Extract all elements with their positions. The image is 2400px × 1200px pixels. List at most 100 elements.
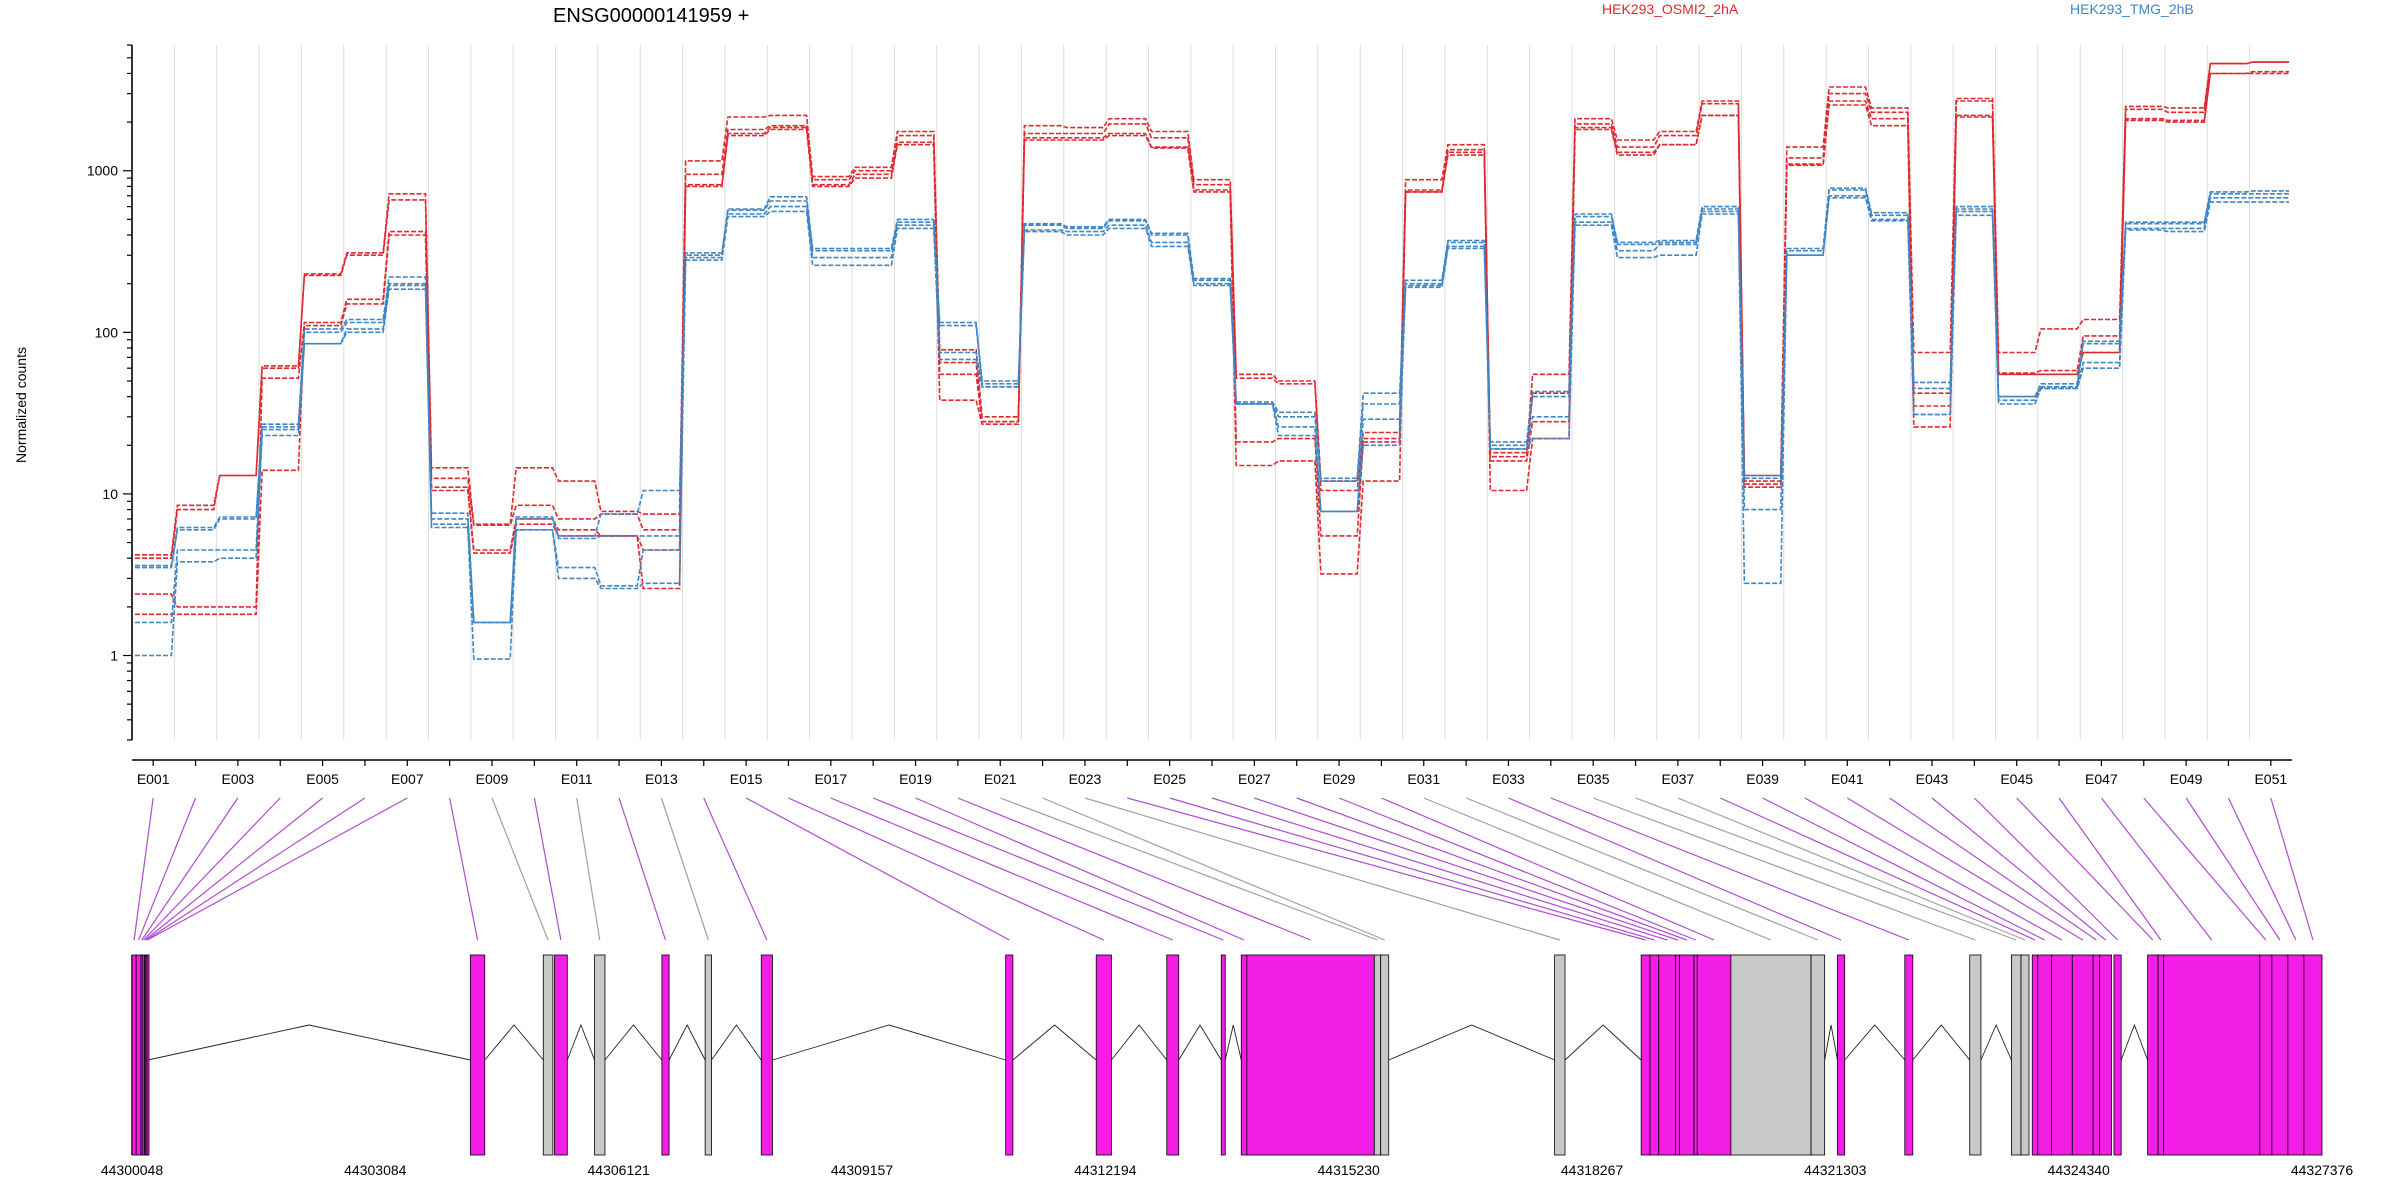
- exon-connector: [2143, 797, 2267, 941]
- exon-box: [2157, 954, 2165, 1156]
- exon-connector: [1846, 797, 2084, 941]
- exon-box: [2071, 954, 2094, 1156]
- exon-box: [1837, 954, 1846, 1156]
- exon-connector: [1635, 797, 2017, 941]
- exon-box: [2020, 954, 2030, 1156]
- exon-box: [135, 954, 142, 1156]
- coordinate-label: 44327376: [2291, 1162, 2354, 1178]
- x-tick-label: E023: [1069, 771, 1102, 787]
- exon-box: [2037, 954, 2052, 1156]
- intron-line: [147, 1024, 471, 1061]
- exon-connector: [138, 797, 197, 941]
- x-tick-label: E013: [645, 771, 678, 787]
- exon-connector: [1677, 797, 2026, 941]
- coordinate-label: 44303084: [344, 1162, 407, 1178]
- exon-connector: [1423, 797, 1772, 941]
- exon-box: [146, 954, 150, 1156]
- exon-connector: [660, 797, 709, 941]
- exon-box: [2163, 954, 2261, 1156]
- exon-connector: [1931, 797, 2106, 941]
- exon-connector: [133, 797, 154, 941]
- intron-line: [1012, 1024, 1097, 1061]
- intron-line: [1564, 1024, 1642, 1061]
- exon-connectors: [133, 797, 2314, 941]
- exon-connector: [2016, 797, 2154, 941]
- exon-connector: [1762, 797, 2045, 941]
- exon-connector: [143, 797, 281, 941]
- intron-line: [1111, 1024, 1168, 1061]
- coordinate-label: 44300048: [101, 1162, 164, 1178]
- exon-connector: [745, 797, 1010, 941]
- exon-connector: [141, 797, 239, 941]
- x-tick-label: E035: [1577, 771, 1610, 787]
- exon-connector: [872, 797, 1224, 941]
- exon-box: [1240, 954, 1248, 1156]
- coordinate-label: 44324340: [2048, 1162, 2111, 1178]
- exon-connector: [1127, 797, 1646, 941]
- exon-box: [2303, 954, 2323, 1156]
- exon-connector: [1254, 797, 1678, 941]
- exon-box: [2099, 954, 2112, 1156]
- x-tick-label: E005: [306, 771, 339, 787]
- axes: 1 10 100 1000 E001 E003 E005 E007 E009 E011 E013 E0…: [87, 44, 2292, 787]
- x-tick-label: E041: [1831, 771, 1864, 787]
- exon-box: [1810, 954, 1826, 1156]
- exon-box: [1220, 954, 1226, 1156]
- chart-title: ENSG00000141959 +: [553, 5, 749, 27]
- exon-connector: [1889, 797, 2097, 941]
- intron-line: [1824, 1024, 1838, 1061]
- series-line-hek293-tmg-2hb: [135, 187, 2289, 624]
- x-tick-label: E043: [1916, 771, 1949, 787]
- x-tick-label: E047: [2085, 771, 2118, 787]
- x-tick-label: E033: [1492, 771, 1525, 787]
- exon-connector: [1508, 797, 1842, 941]
- exon-connector: [144, 797, 323, 941]
- exon-box: [1696, 954, 1732, 1156]
- exon-connector: [1973, 797, 2118, 941]
- exon-box: [661, 954, 670, 1156]
- exon-connector: [1042, 797, 1385, 941]
- x-tick-label: E045: [2000, 771, 2033, 787]
- x-tick-label: E009: [476, 771, 509, 787]
- exon-box: [1649, 954, 1660, 1156]
- x-tick-label: E039: [1746, 771, 1779, 787]
- exon-connector: [1465, 797, 1819, 941]
- exon-connector: [1169, 797, 1655, 941]
- exon-box: [2092, 954, 2100, 1156]
- expression-traces: [135, 61, 2289, 660]
- intron-line: [1178, 1024, 1222, 1061]
- exon-connector: [576, 797, 601, 941]
- exon-box: [2259, 954, 2273, 1156]
- y-axis-label: Normalized counts: [13, 347, 29, 463]
- x-tick-label: E001: [137, 771, 170, 787]
- coordinate-label: 44312194: [1074, 1162, 1137, 1178]
- exon-connector: [1084, 797, 1560, 941]
- exon-box: [1969, 954, 1982, 1156]
- exon-connector: [533, 797, 562, 941]
- exon-box: [1005, 954, 1014, 1156]
- exon-connector: [703, 797, 768, 941]
- legend-label-tmg: HEK293_TMG_2hB: [2070, 1, 2194, 17]
- x-tick-label: E003: [222, 771, 255, 787]
- x-tick-label: E015: [730, 771, 763, 787]
- intron-line: [1224, 1024, 1242, 1061]
- coordinate-label: 44315230: [1318, 1162, 1381, 1178]
- x-tick-label: E049: [2170, 771, 2203, 787]
- gene-model: 44300048 44303084 44306121 44309157 44312194…: [101, 954, 2354, 1178]
- series-line-tmg-rep2: [135, 189, 2289, 624]
- coordinate-label: 44318267: [1561, 1162, 1624, 1178]
- exon-connector: [147, 797, 408, 941]
- legend-label-osmi2: HEK293_OSMI2_2hA: [1602, 1, 1739, 17]
- exon-connector: [449, 797, 479, 941]
- intron-line: [2120, 1023, 2149, 1061]
- grid-lines: [173, 45, 2251, 740]
- exon-connector: [830, 797, 1173, 941]
- intron-line: [484, 1024, 544, 1061]
- y-tick-label: 1000: [87, 163, 118, 179]
- x-tick-label: E031: [1407, 771, 1440, 787]
- series-line-osmi2-rep3: [135, 70, 2289, 608]
- exon-box: [2031, 954, 2039, 1156]
- exon-connector: [1804, 797, 2063, 941]
- exon-connector: [1592, 797, 1976, 941]
- x-tick-label: E021: [984, 771, 1017, 787]
